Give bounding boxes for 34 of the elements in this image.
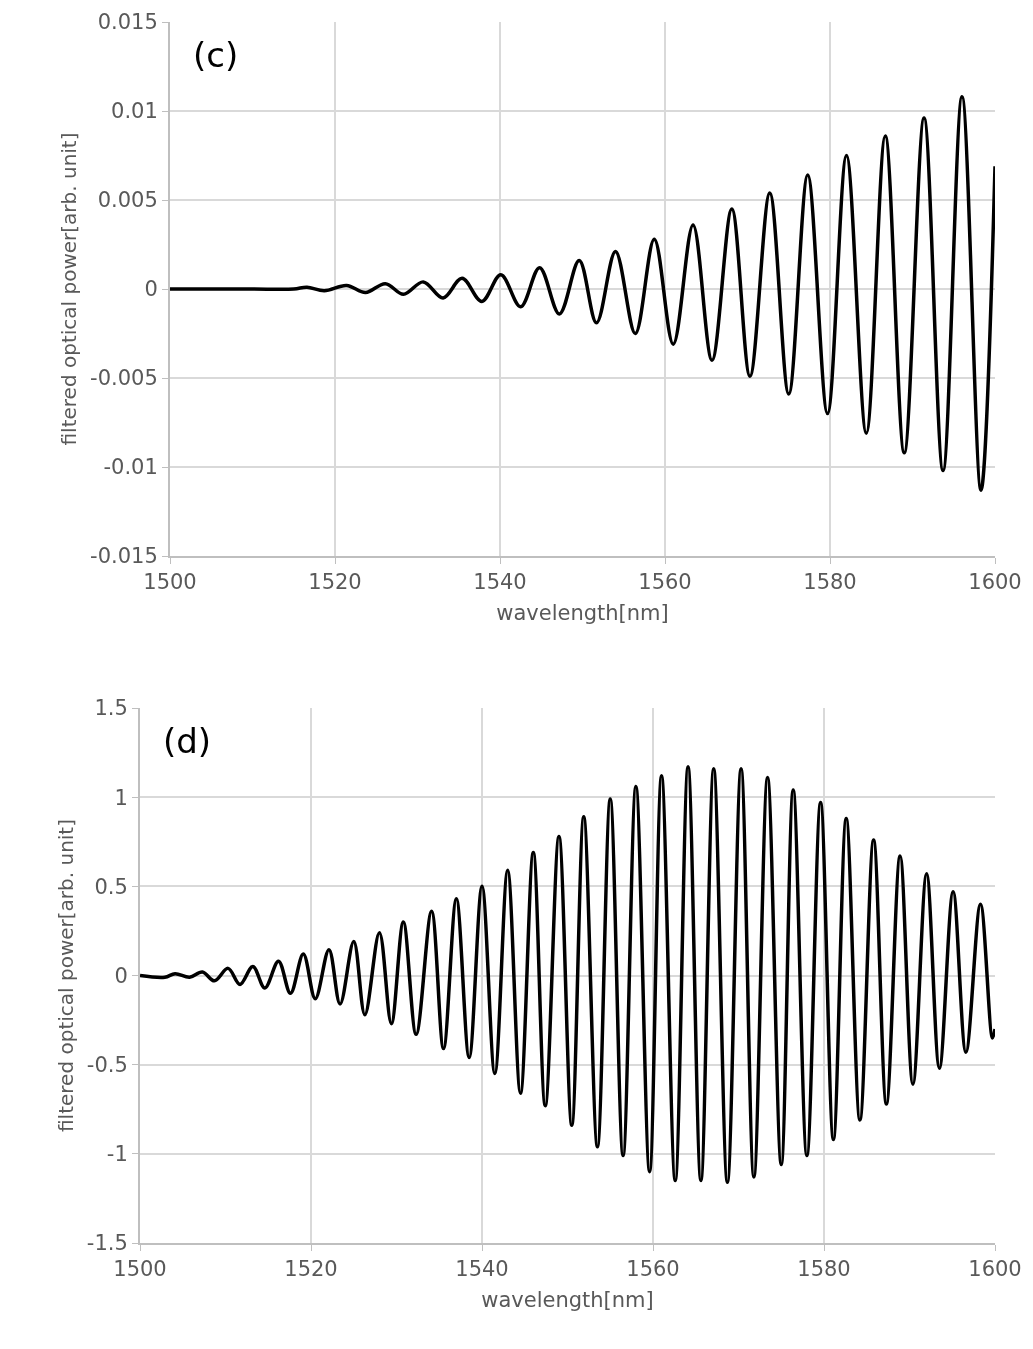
y-tick-label: 1	[114, 785, 128, 810]
y-tick-label: 0.005	[97, 188, 158, 213]
y-tick-label: 0	[144, 277, 158, 302]
y-tick-label: -0.015	[90, 544, 158, 569]
x-axis-title: wavelength[nm]	[481, 1287, 654, 1312]
y-tick-label: 0.015	[97, 10, 158, 35]
line-series	[140, 765, 995, 1185]
x-tick-label: 1600	[968, 570, 1022, 595]
y-tick-label: -1.5	[86, 1231, 128, 1256]
y-tick-label: -0.5	[86, 1053, 128, 1078]
y-tick-label: -0.005	[90, 366, 158, 391]
x-tick-label: 1500	[113, 1257, 167, 1282]
x-tick-label: 1540	[473, 570, 527, 595]
x-tick-label: 1560	[638, 570, 692, 595]
y-tick-label: 1.5	[94, 696, 128, 721]
x-axis-title: wavelength[nm]	[496, 600, 669, 625]
x-tick-label: 1600	[968, 1257, 1022, 1282]
x-tick-label: 1580	[797, 1257, 851, 1282]
y-tick-label: 0.01	[111, 99, 158, 124]
y-tick-label: 0	[114, 963, 128, 988]
x-tick-label: 1520	[284, 1257, 338, 1282]
x-tick-label: 1520	[308, 570, 362, 595]
line-series	[170, 95, 995, 492]
y-tick-label: -0.01	[103, 455, 158, 480]
y-tick-label: 0.5	[94, 874, 128, 899]
y-axis-title: filtered optical power[arb. unit]	[53, 819, 78, 1132]
x-tick-label: 1580	[803, 570, 857, 595]
y-axis-title: filtered optical power[arb. unit]	[57, 132, 82, 446]
y-tick-label: -1	[106, 1142, 128, 1167]
annotation: (c)	[193, 35, 239, 75]
x-tick-label: 1560	[626, 1257, 680, 1282]
annotation: (d)	[163, 721, 212, 761]
x-tick-label: 1500	[143, 570, 197, 595]
x-tick-label: 1540	[455, 1257, 509, 1282]
